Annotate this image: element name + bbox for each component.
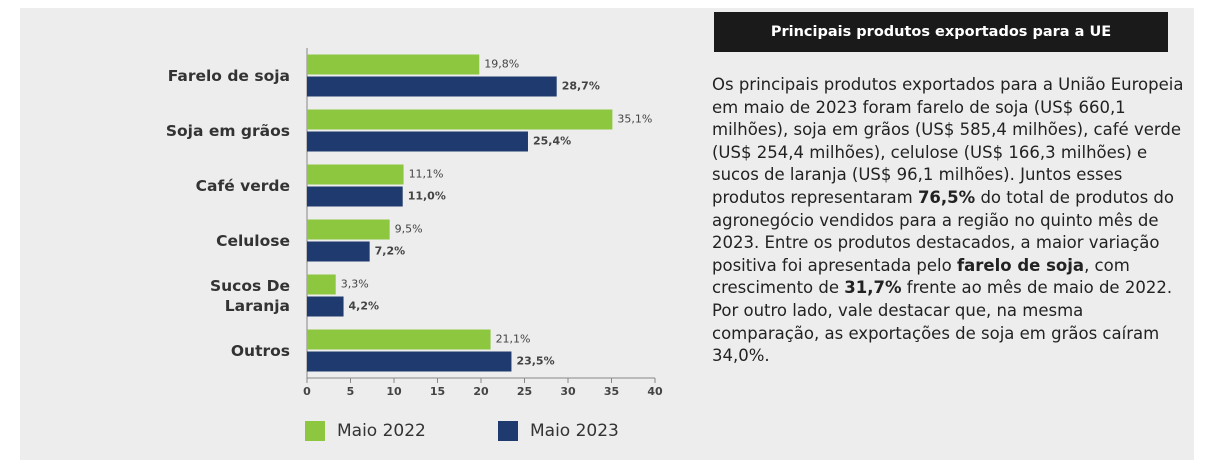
value-label: 11,1% <box>409 168 444 181</box>
value-label: 4,2% <box>349 300 380 313</box>
legend-swatch <box>305 421 325 441</box>
x-tick-label: 15 <box>430 385 445 398</box>
bar <box>307 164 404 185</box>
x-tick-label: 20 <box>473 385 489 398</box>
legend-label: Maio 2023 <box>530 421 619 441</box>
value-label: 28,7% <box>562 80 600 93</box>
paragraph-segment: 76,5% <box>917 187 976 207</box>
value-label: 25,4% <box>533 135 571 148</box>
bar <box>307 131 528 152</box>
paragraph-segment: Os principais produtos exportados para a… <box>712 75 1184 207</box>
legend-swatch <box>498 421 518 441</box>
x-tick-label: 30 <box>560 385 576 398</box>
bar <box>307 76 557 97</box>
value-label: 21,1% <box>496 333 531 346</box>
category-label: Sucos De Laranja <box>209 276 290 315</box>
value-label: 23,5% <box>516 355 554 368</box>
x-tick-label: 25 <box>517 385 532 398</box>
paragraph-segment: do total de produtos do agronegócio vend… <box>712 187 1175 275</box>
x-tick-label: 10 <box>386 385 402 398</box>
bar <box>307 274 336 295</box>
category-label: Café verde <box>195 176 290 195</box>
paragraph-segment: farelo de soja <box>956 255 1085 275</box>
bar <box>307 351 512 372</box>
bar <box>307 296 344 317</box>
category-label: Farelo de soja <box>167 66 290 85</box>
paragraph-segment: , com crescimento de <box>712 255 1130 298</box>
category-label: Outros <box>230 341 290 360</box>
panel-title: Principais produtos exportados para a UE <box>714 12 1168 52</box>
x-tick-label: 0 <box>303 385 311 398</box>
value-label: 11,0% <box>408 190 446 203</box>
paragraph-segment: 31,7% <box>844 278 902 298</box>
bar <box>307 186 403 207</box>
panel-paragraph: Os principais produtos exportados para a… <box>712 74 1184 368</box>
legend-item: Maio 2022 <box>305 421 426 441</box>
value-label: 3,3% <box>341 278 369 291</box>
legend-label: Maio 2022 <box>337 421 426 441</box>
x-tick-label: 5 <box>347 385 355 398</box>
background <box>20 8 1194 460</box>
paragraph-segment: frente ao mês de maio de 2022. Por outro… <box>712 278 1173 366</box>
legend-item: Maio 2023 <box>498 421 619 441</box>
x-tick-label: 40 <box>647 385 663 398</box>
value-label: 19,8% <box>484 58 519 71</box>
value-label: 35,1% <box>617 113 652 126</box>
category-label: Celulose <box>216 231 290 250</box>
x-tick-label: 35 <box>604 385 619 398</box>
bar <box>307 109 613 130</box>
value-label: 7,2% <box>375 245 406 258</box>
value-label: 9,5% <box>395 223 423 236</box>
bar <box>307 219 390 240</box>
bar <box>307 329 491 350</box>
bar <box>307 241 370 262</box>
category-label: Soja em grãos <box>165 121 290 140</box>
bar <box>307 54 480 75</box>
chart: 0 5 10 15 20 25 30 35 40 19,8% 28,7% 35,1% 25,4% 11,1… <box>303 48 663 398</box>
